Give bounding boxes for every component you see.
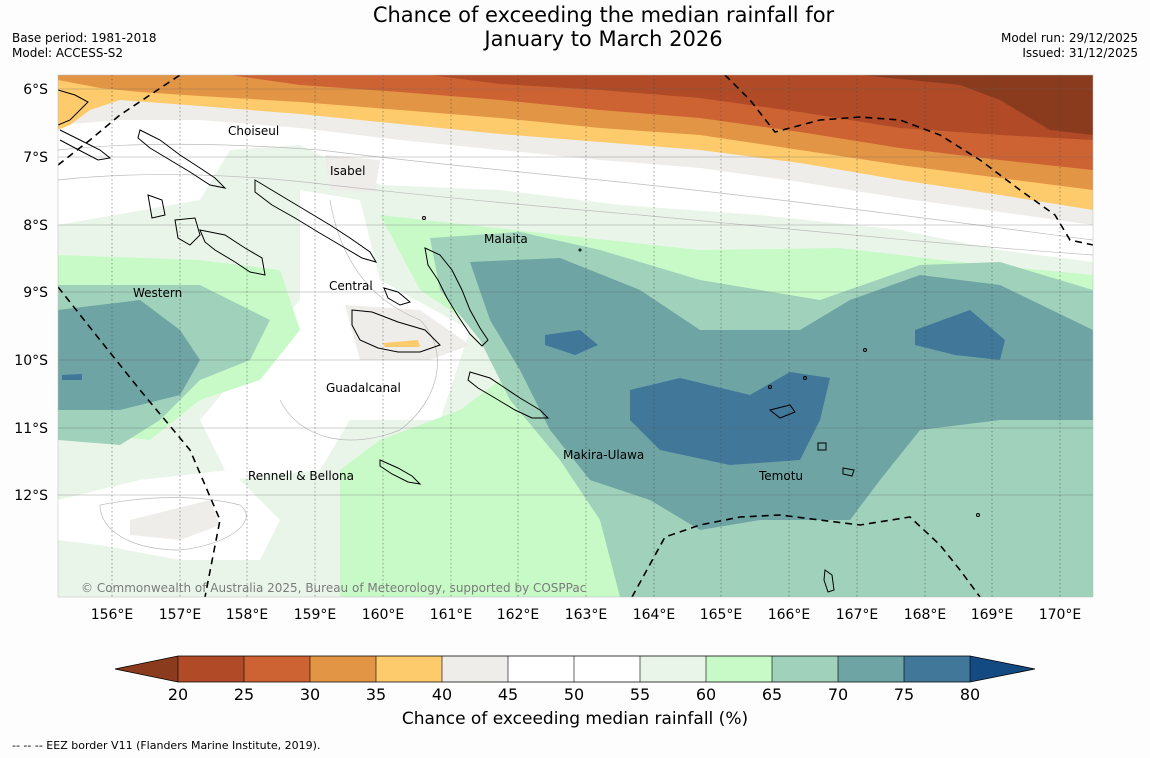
- lon-tick: 169°E: [971, 607, 1014, 623]
- lon-tick: 156°E: [91, 607, 134, 623]
- band-below-20: [860, 75, 1093, 135]
- colorbar-tick: 25: [234, 685, 254, 704]
- region-label-makira-ulawa: Makira-Ulawa: [563, 448, 644, 462]
- colorbar-segment-20-25: [178, 656, 244, 682]
- lon-tick: 168°E: [904, 607, 947, 623]
- lon-gridlines: [111, 75, 1061, 597]
- lat-tick: 8°S: [23, 218, 48, 234]
- model-name: Model: ACCESS-S2: [12, 46, 124, 60]
- colorbar-tick: 40: [432, 685, 452, 704]
- colorbar-arrow-high: [970, 656, 1035, 682]
- copyright-text: © Commonwealth of Australia 2025, Bureau…: [81, 581, 586, 595]
- lon-tick: 157°E: [159, 607, 202, 623]
- colorbar-segment-55-60: [640, 656, 706, 682]
- meta-right: Model run: 29/12/2025 Issued: 31/12/2025: [1001, 31, 1138, 61]
- lon-tick: 161°E: [430, 607, 473, 623]
- colorbar-segment-30-35: [310, 656, 376, 682]
- lon-tick: 162°E: [497, 607, 540, 623]
- colorbar-arrow-low: [115, 656, 178, 682]
- colorbar-tick: 80: [960, 685, 980, 704]
- islands: [58, 89, 980, 593]
- colorbar-tick: 50: [564, 685, 584, 704]
- colorbar-tick: 60: [696, 685, 716, 704]
- region-label-central: Central: [329, 279, 373, 293]
- lat-tick: 9°S: [23, 285, 48, 301]
- map-title-line2: January to March 2026: [484, 27, 723, 51]
- lat-tick: 10°S: [14, 353, 48, 369]
- base-period: Base period: 1981-2018: [12, 31, 157, 45]
- region-label-temotu: Temotu: [758, 469, 803, 483]
- model-run: Model run: 29/12/2025: [1000, 31, 1138, 45]
- lat-tick-labels: 6°S 7°S 8°S 9°S 10°S 11°S 12°S: [14, 82, 48, 504]
- colorbar-title: Chance of exceeding median rainfall (%): [401, 709, 749, 729]
- colorbar-tick-labels: 20 25 30 35 40 45 50 55 60 65 70 75 80: [168, 685, 980, 704]
- region-label-isabel: Isabel: [330, 164, 365, 178]
- colorbar-tick: 55: [630, 685, 650, 704]
- lat-gridlines: [58, 88, 1093, 496]
- lon-tick: 166°E: [768, 607, 811, 623]
- issued-date: Issued: 31/12/2025: [1022, 46, 1138, 60]
- lon-tick: 158°E: [226, 607, 269, 623]
- lon-tick: 163°E: [565, 607, 608, 623]
- map-title-line1: Chance of exceeding the median rainfall …: [372, 3, 835, 27]
- colorbar: [114, 655, 1036, 683]
- region-label-rennell-bellona: Rennell & Bellona: [248, 469, 354, 483]
- colorbar-tick: 70: [828, 685, 848, 704]
- eez-borders: [58, 75, 1093, 597]
- band-75-80: [630, 372, 830, 465]
- colorbar-tick: 65: [762, 685, 782, 704]
- colorbar-segment-70-75: [838, 656, 904, 682]
- colorbar-segment-75-80: [904, 656, 970, 682]
- eez-footnote: -- -- -- EEZ border V11 (Flanders Marine…: [12, 739, 321, 752]
- colorbar-segment-35-40: [376, 656, 442, 682]
- colorbar-tick: 30: [300, 685, 320, 704]
- colorbar-tick: 20: [168, 685, 188, 704]
- lat-tick: 11°S: [14, 421, 48, 437]
- lat-tick: 7°S: [23, 150, 48, 166]
- lon-tick-labels: 156°E 157°E 158°E 159°E 160°E 161°E 162°…: [91, 607, 1082, 623]
- map-frame: [57, 74, 1094, 598]
- band-20-25: [430, 75, 1093, 140]
- map-fill-layers: [58, 75, 1093, 597]
- lon-tick: 159°E: [294, 607, 337, 623]
- region-label-western: Western: [133, 286, 182, 300]
- lon-tick: 170°E: [1039, 607, 1082, 623]
- lat-tick: 6°S: [23, 82, 48, 98]
- lon-tick: 160°E: [362, 607, 405, 623]
- lon-tick: 167°E: [836, 607, 879, 623]
- colorbar-tick: 35: [366, 685, 386, 704]
- colorbar-tick: 45: [498, 685, 518, 704]
- lon-tick: 164°E: [633, 607, 676, 623]
- colorbar-tick: 75: [894, 685, 914, 704]
- meta-left: Base period: 1981-2018 Model: ACCESS-S2: [12, 31, 157, 61]
- region-label-malaita: Malaita: [484, 232, 528, 246]
- lat-tick: 12°S: [14, 488, 48, 504]
- region-label-choiseul: Choiseul: [228, 124, 279, 138]
- region-label-guadalcanal: Guadalcanal: [326, 381, 401, 395]
- map-title: Chance of exceeding the median rainfall …: [0, 3, 1150, 51]
- lon-tick: 165°E: [700, 607, 743, 623]
- colorbar-segment-60-65: [706, 656, 772, 682]
- colorbar-segment-25-30: [244, 656, 310, 682]
- colorbar-segment-40-45: [442, 656, 508, 682]
- colorbar-segment-65-70: [772, 656, 838, 682]
